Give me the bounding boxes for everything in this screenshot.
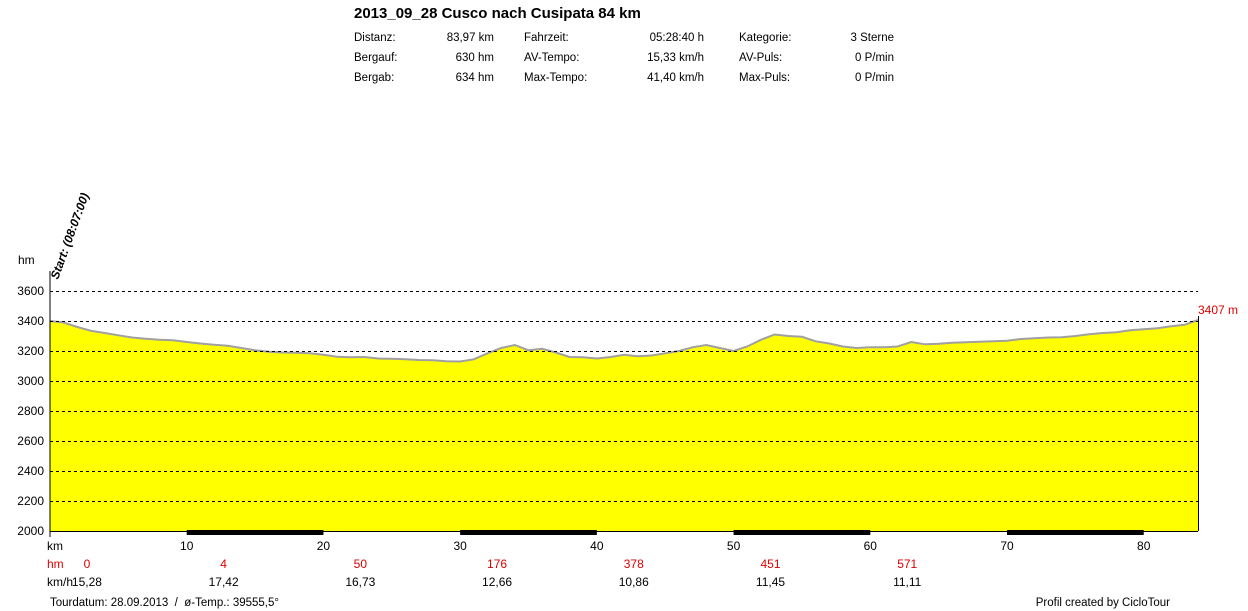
km-segment-bar [186, 530, 324, 535]
segment-speed-value: 15,28 [72, 575, 102, 589]
y-tick-label: 3000 [17, 374, 44, 388]
stat-label-fahrzeit: Fahrzeit: [524, 32, 569, 44]
y-tick-label: 2000 [17, 524, 44, 538]
footer-credit: Profil created by CicloTour [1035, 597, 1170, 609]
segment-speed-value: 11,45 [756, 575, 785, 589]
x-tick-label: 10 [180, 539, 194, 553]
segment-speed-value: 12,66 [482, 575, 512, 589]
segment-speed-value: 10,86 [619, 575, 649, 589]
x-tick-label: 80 [1137, 539, 1151, 553]
stat-value-av-puls: 0 P/min [855, 52, 894, 64]
kmh-row-label: km/h [47, 575, 73, 589]
y-tick-label: 2400 [17, 464, 44, 478]
stat-label-max-puls: Max-Puls: [739, 72, 791, 84]
y-axis-unit: hm [18, 253, 35, 267]
y-tick-label: 2600 [17, 434, 44, 448]
stat-label-distanz: Distanz: [354, 32, 396, 44]
stat-value-bergauf: 630 hm [455, 52, 494, 64]
page-title: 2013_09_28 Cusco nach Cusipata 84 km [354, 5, 641, 22]
elevation-line [49, 318, 1199, 363]
segment-hm-value: 451 [760, 557, 780, 571]
start-time-label: Start: (08:07:00) [48, 191, 92, 281]
end-elevation-label: 3407 m [1198, 303, 1238, 317]
stat-label-max-tempo: Max-Tempo: [524, 72, 588, 84]
segment-hm-value: 176 [487, 557, 507, 571]
segment-hm-value: 571 [897, 557, 917, 571]
segment-speed-value: 17,42 [209, 575, 239, 589]
segment-hm-value: 50 [354, 557, 368, 571]
stat-label-av-tempo: AV-Tempo: [524, 52, 580, 64]
stat-value-max-tempo: 41,40 km/h [647, 72, 704, 84]
x-tick-label: 30 [453, 539, 467, 553]
x-tick-label: 20 [317, 539, 331, 553]
x-tick-label: 70 [1000, 539, 1014, 553]
stat-value-av-tempo: 15,33 km/h [647, 52, 704, 64]
stat-value-distanz: 83,97 km [446, 32, 494, 44]
km-segment-bar [460, 530, 597, 535]
x-tick-label: 50 [727, 539, 741, 553]
segment-hm-value: 378 [624, 557, 644, 571]
stat-label-av-puls: AV-Puls: [739, 52, 783, 64]
segment-hm-value: 0 [84, 557, 91, 571]
y-tick-label: 3200 [17, 344, 44, 358]
stat-label-bergauf: Bergauf: [354, 52, 398, 64]
y-tick-label: 2800 [17, 404, 44, 418]
stat-value-max-puls: 0 P/min [855, 72, 894, 84]
stat-value-bergab: 634 hm [455, 72, 494, 84]
hm-row-label: hm [47, 557, 64, 571]
footer-tour-info: Tourdatum: 28.09.2013 / ø-Temp.: 39555,5… [50, 597, 279, 609]
km-row-label: km [47, 539, 63, 553]
km-segment-bar [1007, 530, 1144, 535]
x-tick-label: 60 [864, 539, 878, 553]
stat-value-fahrzeit: 05:28:40 h [649, 32, 704, 44]
y-tick-label: 3400 [17, 314, 44, 328]
segment-speed-value: 11,11 [893, 575, 922, 589]
elevation-area [50, 319, 1198, 531]
segment-speed-value: 16,73 [345, 575, 375, 589]
stat-label-kategorie: Kategorie: [739, 32, 792, 44]
y-tick-label: 3600 [17, 284, 44, 298]
segment-hm-value: 4 [220, 557, 227, 571]
y-tick-label: 2200 [17, 494, 44, 508]
km-segment-bar [733, 530, 871, 535]
stat-value-kategorie: 3 Sterne [850, 32, 894, 44]
x-tick-label: 40 [590, 539, 604, 553]
stat-label-bergab: Bergab: [354, 72, 395, 84]
